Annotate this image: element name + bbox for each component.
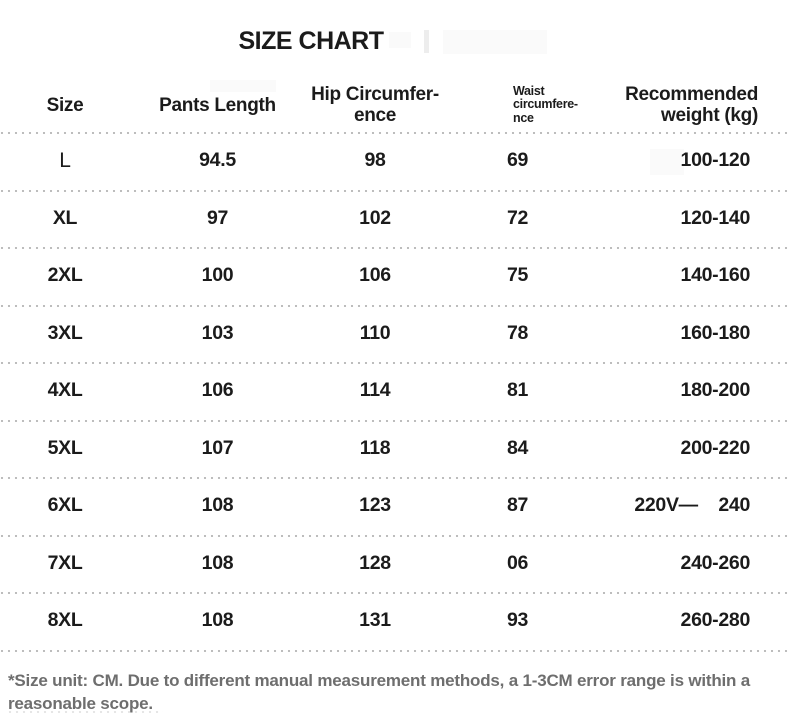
column-header-pants-length: Pants Length bbox=[130, 78, 305, 132]
size-cell: 8XL bbox=[47, 609, 83, 632]
size-cell: 5XL bbox=[47, 436, 83, 459]
pants-length-cell: 107 bbox=[201, 436, 234, 459]
pants-length-cell: 103 bbox=[201, 321, 234, 344]
table-row: 8XL 108 131 93 260-280 bbox=[0, 592, 790, 650]
table-row: 7XL 108 128 06 240-260 bbox=[0, 534, 790, 593]
column-header-size: Size bbox=[0, 78, 130, 132]
size-cell: L bbox=[59, 148, 71, 172]
hip-circumference-cell: 110 bbox=[359, 321, 391, 344]
waist-circumference-cell: 72 bbox=[506, 206, 529, 229]
column-header-recommended-weight: Recommended weight (kg) bbox=[590, 78, 790, 132]
column-header-line: Hip Circumfer- bbox=[311, 84, 439, 105]
waist-circumference-cell: 81 bbox=[506, 379, 529, 402]
table-row: 6XL 108 123 87 220V— 240 bbox=[0, 477, 790, 535]
waist-circumference-cell: 06 bbox=[506, 551, 529, 574]
pants-length-cell: 100 bbox=[201, 264, 234, 287]
hip-circumference-cell: 114 bbox=[359, 379, 391, 402]
header-row: Size Pants Length Hip Circumfer-ence Waist c… bbox=[0, 78, 790, 132]
hip-circumference-cell: 123 bbox=[359, 494, 391, 517]
table-row: 2XL 100 106 75 140-160 bbox=[0, 247, 790, 305]
pants-length-cell: 108 bbox=[201, 494, 234, 517]
pants-length-cell: 108 bbox=[201, 609, 234, 632]
table-row: 5XL 107 118 84 200-220 bbox=[0, 419, 790, 478]
page-title: SIZE CHART bbox=[238, 27, 385, 55]
waist-circumference-cell: 69 bbox=[506, 149, 529, 172]
table-row: 3XL 103 110 78 160-180 bbox=[0, 304, 790, 363]
table-row: L 94.5 98 69 100-120 bbox=[0, 132, 790, 190]
recommended-weight-cell: 140-160 bbox=[680, 264, 751, 287]
hip-circumference-cell: 106 bbox=[359, 264, 391, 287]
column-header-line: Waist bbox=[513, 83, 545, 98]
pants-length-cell: 106 bbox=[201, 379, 234, 402]
waist-circumference-cell: 84 bbox=[506, 436, 529, 459]
waist-circumference-cell: 87 bbox=[506, 494, 529, 517]
recommended-weight-cell: 120-140 bbox=[680, 206, 751, 229]
hip-circumference-cell: 102 bbox=[359, 206, 391, 229]
size-cell: 4XL bbox=[47, 379, 83, 402]
table-body: L 94.5 98 69 100-120 XL 97 102 72 120-140 2XL 100 10… bbox=[0, 132, 790, 650]
column-header-line: Recommended bbox=[625, 84, 758, 105]
waist-circumference-cell: 75 bbox=[506, 264, 529, 287]
pants-length-cell: 108 bbox=[201, 551, 234, 574]
column-header-line: ence bbox=[353, 105, 397, 126]
recommended-weight-cell: 220V— 240 bbox=[634, 494, 750, 517]
column-header-line: nce bbox=[513, 110, 534, 125]
recommended-weight-cell: 180-200 bbox=[680, 379, 751, 402]
ghost-artifact bbox=[389, 32, 411, 48]
recommended-weight-cell: 260-280 bbox=[680, 609, 751, 632]
recommended-weight-cell: 160-180 bbox=[680, 321, 751, 344]
waist-circumference-cell: 93 bbox=[506, 609, 529, 632]
column-header-line: weight (kg) bbox=[661, 105, 758, 126]
size-cell: 7XL bbox=[47, 551, 83, 574]
ghost-artifact bbox=[443, 30, 547, 54]
table-row: XL 97 102 72 120-140 bbox=[0, 189, 790, 248]
size-cell: XL bbox=[52, 206, 78, 229]
column-header-waist-circumference: Waist circumfere-nce bbox=[445, 78, 590, 132]
waist-circumference-cell: 78 bbox=[506, 321, 529, 344]
size-cell: 3XL bbox=[47, 321, 83, 344]
hip-circumference-cell: 131 bbox=[359, 609, 391, 632]
recommended-weight-cell: 100-120 bbox=[680, 149, 751, 172]
hip-circumference-cell: 98 bbox=[364, 149, 386, 172]
hip-circumference-cell: 128 bbox=[359, 551, 391, 574]
column-header-line: Size bbox=[46, 94, 84, 116]
ghost-artifact bbox=[424, 30, 429, 53]
ghost-artifact bbox=[8, 711, 163, 713]
recommended-weight-cell: 240-260 bbox=[680, 551, 751, 574]
recommended-weight-cell: 200-220 bbox=[680, 436, 751, 459]
row-divider bbox=[0, 649, 790, 652]
column-header-line: Pants Length bbox=[159, 94, 276, 116]
column-header-line: circumfere- bbox=[513, 97, 578, 112]
pants-length-cell: 97 bbox=[206, 206, 229, 229]
footnote: *Size unit: CM. Due to different manual … bbox=[8, 670, 751, 714]
ghost-artifact bbox=[210, 80, 276, 92]
pants-length-cell: 94.5 bbox=[199, 149, 236, 172]
size-cell: 2XL bbox=[47, 264, 83, 287]
column-header-hip-circumference: Hip Circumfer-ence bbox=[305, 78, 445, 132]
table-row: 4XL 106 114 81 180-200 bbox=[0, 362, 790, 420]
size-cell: 6XL bbox=[47, 494, 83, 517]
ghost-artifact bbox=[650, 149, 684, 175]
hip-circumference-cell: 118 bbox=[359, 436, 391, 459]
